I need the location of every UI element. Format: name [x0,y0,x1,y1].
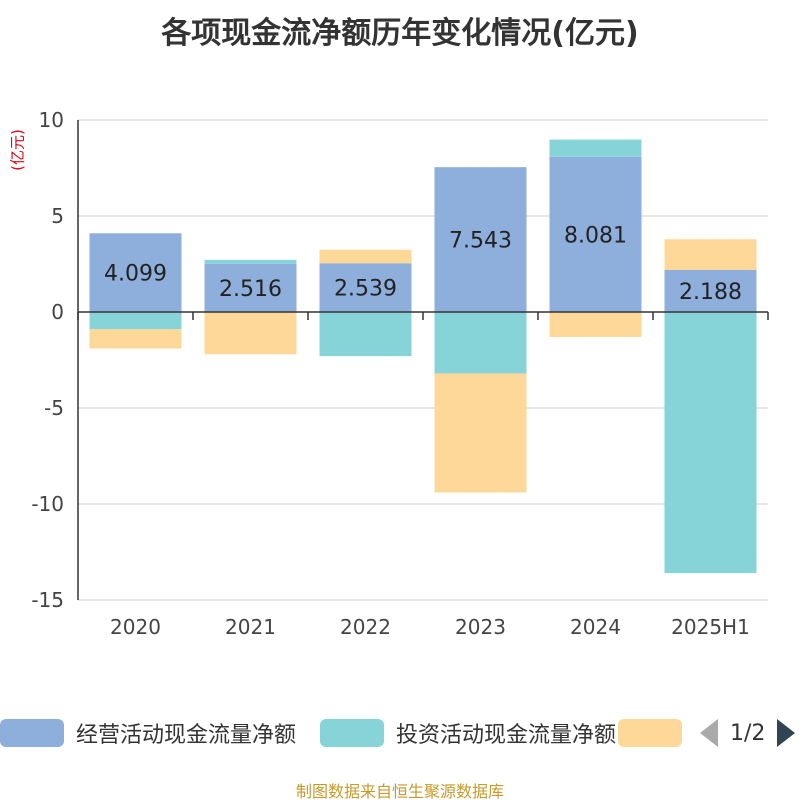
legend-swatch-investing [320,719,384,747]
bar-2-2021 [204,312,297,355]
bar-0-2025H1 [664,269,757,312]
y-tick-label: 0 [51,300,64,324]
legend: 经营活动现金流量净额 投资活动现金流量净额 1/2 [0,712,800,756]
bar-1-2024 [549,139,642,157]
cash-flow-chart: 10 5 0 -5 -10 -15 4.099 2020 2.516 2021 2.539 2022 7… [31,108,769,639]
legend-item-investing[interactable]: 投资活动现金流量净额 [320,718,616,748]
bar-0-2024 [549,156,642,312]
bar-2-2022 [319,249,412,264]
bar-2-2025H1 [664,239,757,270]
legend-item-operating[interactable]: 经营活动现金流量净额 [0,718,296,748]
legend-label-investing: 投资活动现金流量净额 [396,723,617,748]
y-tick-label: -10 [31,492,64,516]
y-tick-label: -5 [44,396,64,420]
legend-item-third[interactable] [618,718,682,748]
bar-0-2023 [434,167,527,312]
y-tick-label: 5 [51,204,64,228]
bar-1-2021 [204,259,297,264]
legend-swatch-operating [0,719,64,747]
x-tick-label: 2024 [570,615,621,639]
y-tick-label: 10 [39,108,64,132]
legend-prev-page-icon[interactable] [700,719,718,747]
legend-page-indicator: 1/2 [730,720,766,746]
bar-1-2023 [434,312,527,374]
y-tick-label: -15 [31,588,64,612]
data-label: 8.081 [564,223,627,248]
bar-2-2024 [549,312,642,337]
bar-0-2020 [89,233,182,312]
legend-next-page-icon[interactable] [777,719,796,747]
bar-1-2020 [89,312,182,330]
x-tick-label: 2022 [340,615,391,639]
chart-title: 各项现金流净额历年变化情况(亿元) [161,16,639,51]
legend-pager: 1/2 [700,718,796,748]
x-tick-label: 2025H1 [671,615,750,639]
bar-0-2021 [204,263,297,312]
x-tick-label: 2023 [455,615,506,639]
data-label: 7.543 [449,229,512,254]
data-source-footer: 制图数据来自恒生聚源数据库 [295,782,504,801]
legend-swatch-third [618,719,682,747]
bar-0-2022 [319,263,412,312]
bar-2-2023 [434,373,527,493]
bar-1-2022 [319,312,412,357]
data-label: 4.099 [104,262,167,287]
x-tick-label: 2020 [110,615,161,639]
legend-label-operating: 经营活动现金流量净额 [76,723,297,748]
bar-1-2025H1 [664,312,757,574]
bar-2-2020 [89,329,182,349]
x-tick-label: 2021 [225,615,276,639]
data-label: 2.516 [219,277,282,302]
data-label: 2.539 [334,277,397,302]
data-label: 2.188 [679,280,742,305]
